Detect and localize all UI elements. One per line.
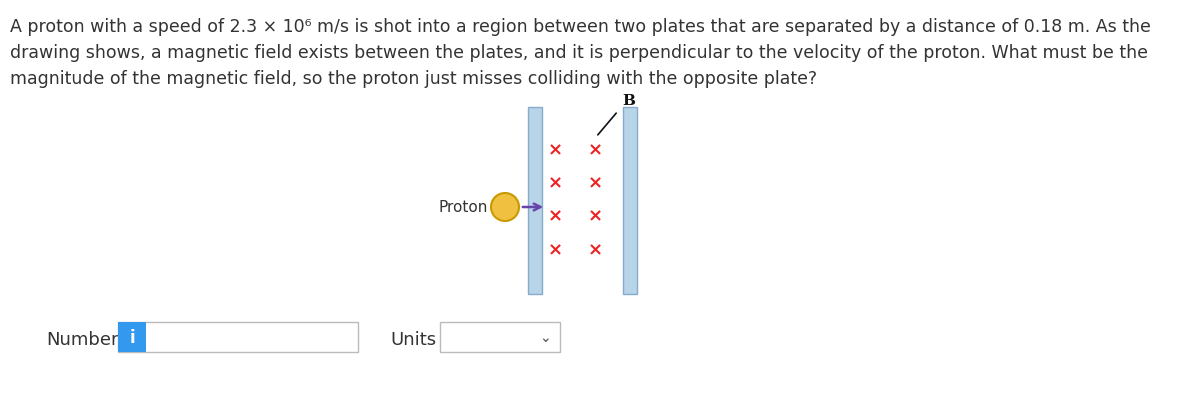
Text: ×: × — [588, 141, 602, 159]
Text: ×: × — [547, 141, 563, 159]
Bar — [118, 322, 146, 352]
Text: B: B — [622, 94, 635, 108]
Bar — [528, 108, 542, 294]
Text: ×: × — [588, 174, 602, 192]
Text: A proton with a speed of 2.3 × 10⁶ m/s is shot into a region between two plates : A proton with a speed of 2.3 × 10⁶ m/s i… — [10, 18, 1151, 36]
Text: ×: × — [547, 207, 563, 224]
Text: ×: × — [588, 241, 602, 258]
Bar — [623, 108, 637, 294]
Bar — [118, 322, 358, 352]
Text: ×: × — [547, 241, 563, 258]
Text: i: i — [130, 328, 134, 346]
Text: drawing shows, a magnetic field exists between the plates, and it is perpendicul: drawing shows, a magnetic field exists b… — [10, 44, 1148, 62]
Text: Number: Number — [46, 330, 119, 348]
Text: Units: Units — [390, 330, 436, 348]
Text: ×: × — [547, 174, 563, 192]
Text: magnitude of the magnetic field, so the proton just misses colliding with the op: magnitude of the magnetic field, so the … — [10, 70, 817, 88]
Text: ×: × — [588, 207, 602, 224]
Circle shape — [491, 194, 520, 222]
Text: Proton: Proton — [439, 200, 488, 215]
Bar — [440, 322, 560, 352]
Text: ⌄: ⌄ — [539, 330, 551, 344]
